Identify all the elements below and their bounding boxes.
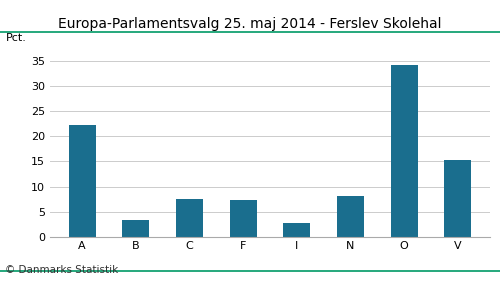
Bar (176, 199, 203, 237)
Bar (444, 160, 471, 237)
Bar (122, 220, 150, 237)
Bar (390, 65, 417, 237)
Text: Europa-Parlamentsvalg 25. maj 2014 - Ferslev Skolehal: Europa-Parlamentsvalg 25. maj 2014 - Fer… (58, 17, 442, 31)
Bar (230, 200, 256, 237)
Text: Pct.: Pct. (6, 33, 27, 43)
Bar (337, 196, 364, 237)
Bar (284, 223, 310, 237)
Bar (69, 125, 96, 237)
Text: © Danmarks Statistik: © Danmarks Statistik (5, 265, 118, 275)
